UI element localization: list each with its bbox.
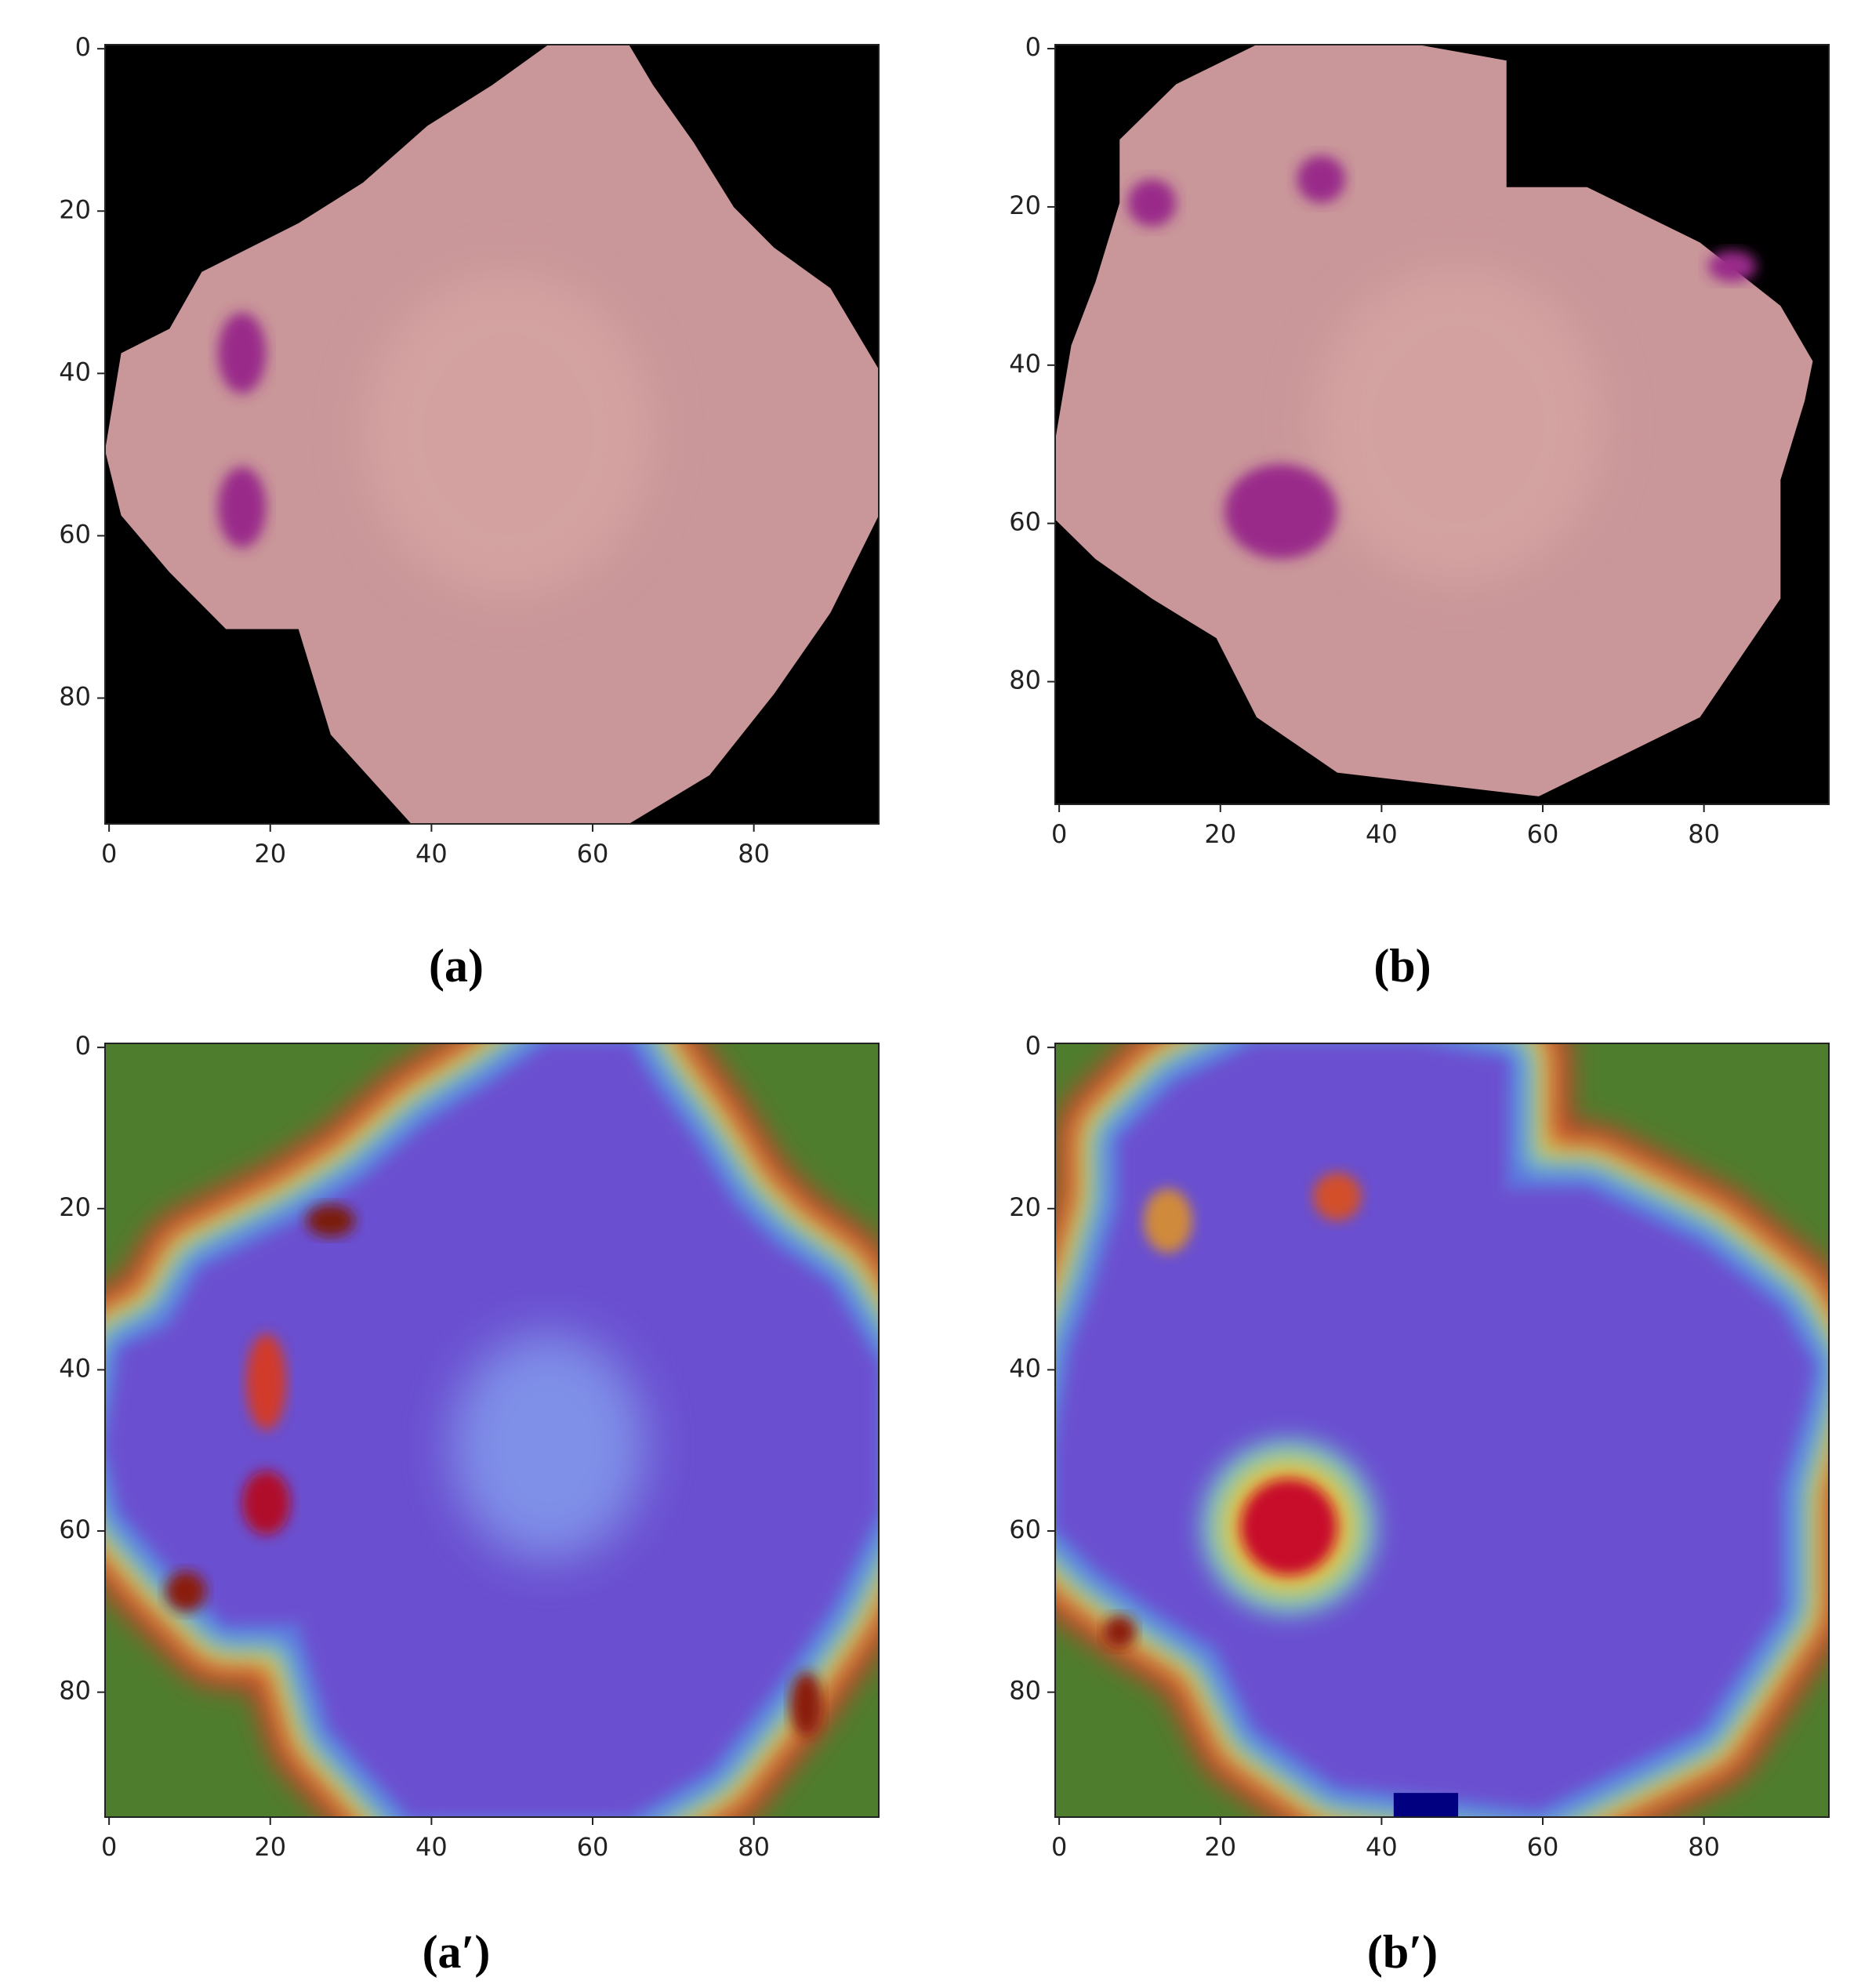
heatmap-hotspot <box>1103 1615 1136 1649</box>
panel-label: (a) <box>429 940 484 992</box>
parasite-spot <box>1127 179 1177 227</box>
x-tick-label: 60 <box>577 839 609 869</box>
parasite-spot <box>1707 250 1757 282</box>
y-tick-label: 80 <box>1009 666 1041 695</box>
image-content <box>105 1043 879 1817</box>
axes-frame <box>1054 1043 1830 1818</box>
x-tick-label: 80 <box>738 1832 770 1862</box>
x-tick-label: 20 <box>254 1832 286 1862</box>
axes-frame <box>1054 44 1830 805</box>
y-tick-label: 60 <box>59 1515 91 1544</box>
panel-label: (b′) <box>1367 1926 1438 1978</box>
heatmap-coldspot <box>1393 1793 1459 1817</box>
panel-image <box>105 1043 879 1817</box>
parasite-spot <box>217 312 267 394</box>
y-tick-label: 0 <box>75 32 91 62</box>
image-content <box>1055 1043 1829 1817</box>
y-tick-label: 40 <box>59 1353 91 1383</box>
y-tick-label: 40 <box>1009 349 1041 379</box>
heatmap-hotspot <box>307 1204 355 1237</box>
y-tick-label: 60 <box>1009 507 1041 537</box>
x-tick-label: 80 <box>1688 1832 1720 1862</box>
x-tick-label: 0 <box>101 1832 117 1862</box>
y-tick-label: 0 <box>75 1031 91 1061</box>
panel-label: (a′) <box>423 1926 491 1978</box>
x-tick-label: 0 <box>1051 1832 1067 1862</box>
x-tick-label: 80 <box>738 839 770 869</box>
y-tick-label: 0 <box>1025 32 1041 62</box>
x-tick-label: 40 <box>1366 819 1398 849</box>
parasite-spot <box>1224 463 1337 560</box>
image-content <box>105 45 879 824</box>
heatmap-hotspot <box>1144 1188 1192 1253</box>
parasite-spot <box>217 466 267 548</box>
y-tick-label: 20 <box>1009 1192 1041 1222</box>
heatmap-hotspot <box>1240 1478 1337 1576</box>
cell-glow <box>363 271 654 597</box>
x-tick-label: 40 <box>415 1832 448 1862</box>
heatmap-core <box>1055 1043 1813 1809</box>
panel-image <box>1055 45 1829 804</box>
heatmap-hotspot <box>1313 1172 1362 1221</box>
y-tick-label: 20 <box>59 1192 91 1222</box>
x-tick-label: 0 <box>1051 819 1067 849</box>
x-tick-label: 60 <box>577 1832 609 1862</box>
x-tick-label: 40 <box>1366 1832 1398 1862</box>
y-tick-label: 20 <box>59 194 91 224</box>
heatmap-hotspot <box>245 1333 287 1431</box>
x-tick-label: 20 <box>254 839 286 869</box>
x-tick-label: 20 <box>1204 1832 1236 1862</box>
heatmap-hotspot <box>241 1470 291 1536</box>
x-tick-label: 20 <box>1204 819 1236 849</box>
parasite-spot <box>1297 155 1346 203</box>
image-content <box>1055 45 1829 804</box>
y-tick-label: 60 <box>1009 1515 1041 1544</box>
x-tick-label: 80 <box>1688 819 1720 849</box>
x-tick-label: 0 <box>101 839 117 869</box>
y-tick-label: 80 <box>59 1676 91 1706</box>
x-tick-label: 40 <box>415 839 448 869</box>
y-tick-label: 20 <box>1009 190 1041 220</box>
y-tick-label: 40 <box>59 357 91 386</box>
panel-label: (b) <box>1373 940 1431 992</box>
y-tick-label: 60 <box>59 519 91 549</box>
panel-image <box>1055 1043 1829 1817</box>
y-tick-label: 0 <box>1025 1031 1041 1061</box>
heatmap-hotspot <box>789 1671 823 1737</box>
y-tick-label: 80 <box>1009 1676 1041 1706</box>
cell-glow <box>1313 266 1604 583</box>
x-tick-label: 60 <box>1527 1832 1559 1862</box>
y-tick-label: 40 <box>1009 1353 1041 1383</box>
axes-frame <box>104 44 880 825</box>
heatmap-hotspot <box>165 1571 206 1612</box>
x-tick-label: 60 <box>1527 819 1559 849</box>
axes-frame <box>104 1043 880 1818</box>
panel-image <box>105 45 879 824</box>
y-tick-label: 80 <box>59 682 91 712</box>
heatmap-center <box>452 1333 645 1559</box>
